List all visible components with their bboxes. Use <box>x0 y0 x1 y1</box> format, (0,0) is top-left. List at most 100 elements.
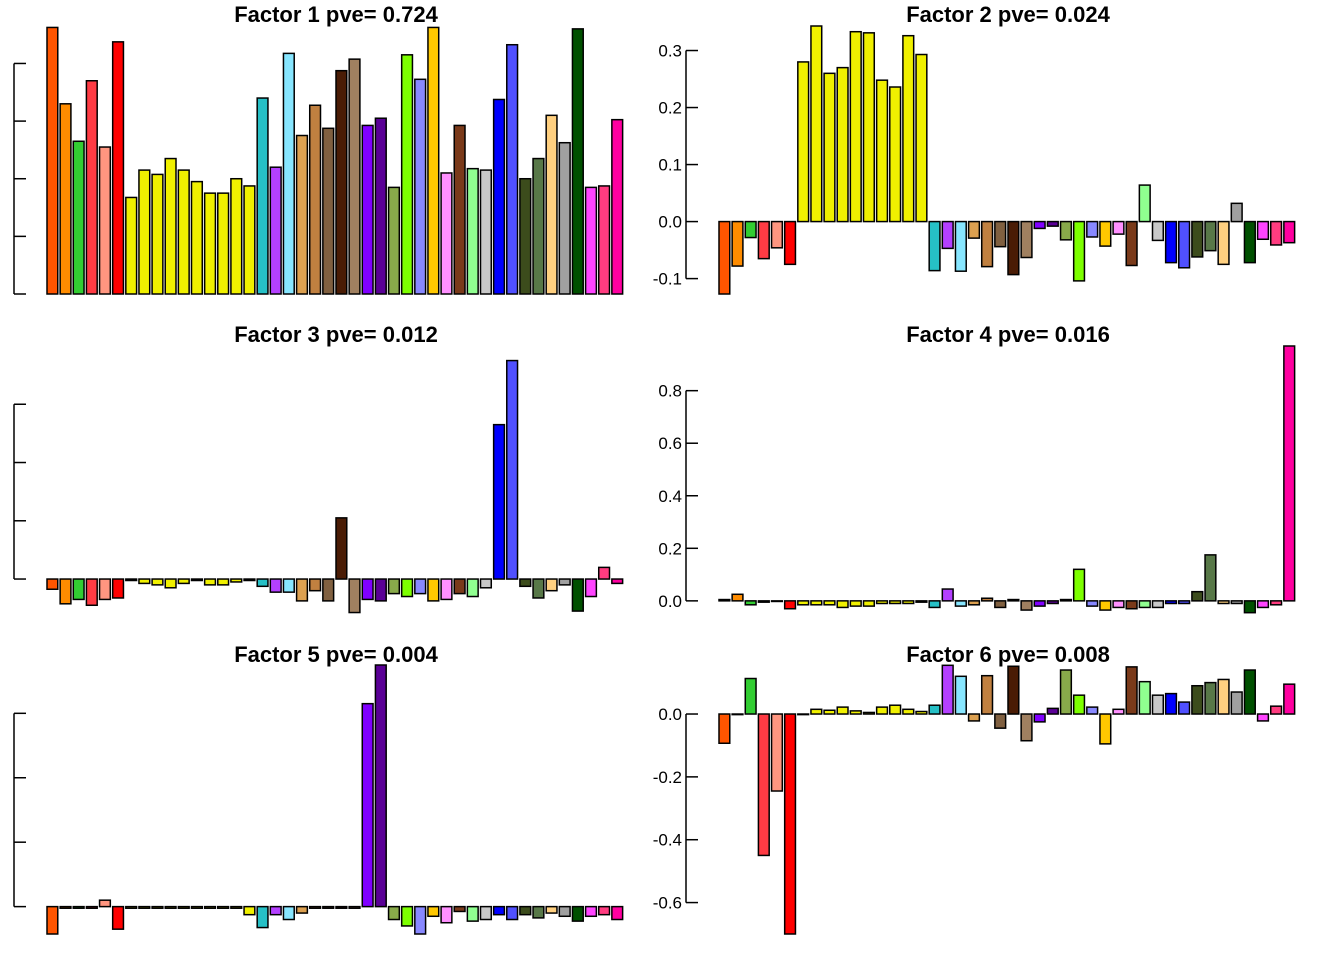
factor-6-bar-3 <box>744 677 757 715</box>
factor-2-bar-19 <box>954 220 967 272</box>
factor-2-bar-17 <box>928 220 941 272</box>
factor-6-bar-26 <box>1046 707 1059 715</box>
factor-2-bar-25 <box>1033 220 1046 230</box>
factor-4-bar-19 <box>954 600 967 607</box>
factor-2-y-tick-label: 0.3 <box>658 42 682 61</box>
factor-6-bar-20 <box>967 713 981 722</box>
factor-3-bar-21 <box>308 578 322 592</box>
factor-5-bar-11 <box>177 905 190 909</box>
factor-2-bar-9 <box>823 72 836 223</box>
factor-4-bar-29 <box>1086 600 1099 607</box>
factor-3-panel: Factor 3 pve= 0.012 <box>13 322 624 614</box>
factor-5-bar-26 <box>374 664 387 908</box>
factor-6-bar-31 <box>1112 708 1125 715</box>
factor-4-y-tick-label: 0.4 <box>658 487 682 506</box>
factor-5-bar-19 <box>282 905 295 921</box>
factor-6-bar-22 <box>994 713 1007 729</box>
factor-3-bar-3 <box>72 578 85 601</box>
factor-3-bar-34 <box>479 578 493 589</box>
factor-1-bar-31 <box>440 172 453 295</box>
factor-3-bar-23 <box>335 517 348 580</box>
factor-4-bar-13 <box>875 600 889 605</box>
factor-4-bar-4 <box>757 600 770 603</box>
factor-4-y-tick-label: 0.2 <box>658 539 682 558</box>
factor-5-bar-20 <box>295 905 309 914</box>
factor-3-bar-4 <box>85 578 98 607</box>
factor-1-bar-30 <box>427 26 440 295</box>
factor-1-bar-25 <box>361 124 374 295</box>
factor-5-panel: Factor 5 pve= 0.004 <box>13 642 624 935</box>
factor-6-bar-30 <box>1099 713 1112 745</box>
factor-1-title: Factor 1 pve= 0.724 <box>234 2 438 27</box>
factor-6-bar-9 <box>823 709 836 715</box>
factor-3-bar-28 <box>400 578 414 598</box>
factor-4-bar-3 <box>744 600 757 606</box>
factor-6-bar-43 <box>1269 705 1283 715</box>
factor-4-bar-28 <box>1072 568 1086 602</box>
factor-4-bar-1 <box>718 598 731 602</box>
factor-4-bar-11 <box>849 600 862 607</box>
factor-6-bar-1 <box>718 713 731 745</box>
factor-3-bar-27 <box>387 578 401 595</box>
factor-4-bar-36 <box>1178 600 1191 605</box>
factor-1-bar-39 <box>545 114 558 295</box>
factor-3-bar-31 <box>440 578 453 601</box>
factor-3-bar-12 <box>190 578 204 582</box>
factor-5-bar-37 <box>519 905 532 916</box>
factor-4-bar-2 <box>731 593 744 602</box>
factor-5-bar-36 <box>506 905 519 921</box>
factor-2-bar-18 <box>941 220 954 250</box>
factor-6-bar-15 <box>902 708 915 715</box>
factor-2-y-tick-label: 0.0 <box>658 213 682 232</box>
factor-1-bar-43 <box>597 185 611 295</box>
factor-1-bar-27 <box>387 186 401 295</box>
factor-4-bar-31 <box>1112 600 1125 609</box>
factor-6-bar-8 <box>810 708 823 715</box>
factor-2-bar-40 <box>1230 202 1243 223</box>
factor-2-bar-8 <box>810 25 823 223</box>
factor-5-bar-16 <box>243 905 256 916</box>
factor-4-title: Factor 4 pve= 0.016 <box>906 322 1110 347</box>
factor-5-bar-6 <box>111 905 125 930</box>
factor-3-bar-42 <box>584 578 598 598</box>
factor-6-bar-7 <box>797 713 810 716</box>
factor-4-bar-24 <box>1020 600 1033 611</box>
factor-4-bar-37 <box>1191 590 1204 602</box>
factor-6-bar-4 <box>757 713 770 857</box>
factor-1-bar-4 <box>85 80 98 295</box>
factor-4-panel: Factor 4 pve= 0.016 0.0 0.2 0.4 0.6 0.8 <box>658 322 1296 614</box>
factor-6-y-tick-label: -0.2 <box>653 768 682 787</box>
factor-6-bar-32 <box>1125 666 1138 715</box>
factor-6-bar-35 <box>1164 692 1178 715</box>
factor-1-bar-40 <box>558 141 571 295</box>
factor-4-bar-15 <box>902 600 915 605</box>
factor-5-bar-10 <box>164 905 177 909</box>
factor-3-title: Factor 3 pve= 0.012 <box>234 322 438 347</box>
factor-3-bar-44 <box>611 578 624 585</box>
factor-5-title: Factor 5 pve= 0.004 <box>234 642 438 667</box>
factor-4-bar-27 <box>1059 598 1073 602</box>
factor-2-bar-10 <box>836 66 849 223</box>
factor-1-bar-44 <box>611 118 624 295</box>
factor-4-bar-38 <box>1204 554 1217 602</box>
factor-6-bar-42 <box>1256 713 1270 722</box>
factor-3-bar-37 <box>519 578 532 588</box>
factor-2-bar-21 <box>980 220 994 268</box>
factor-2-bar-14 <box>889 86 902 223</box>
factor-2-bar-22 <box>994 220 1007 248</box>
factor-2-bar-6 <box>783 220 797 266</box>
factor-1-bar-32 <box>453 124 466 295</box>
factor-2-bar-41 <box>1243 220 1256 264</box>
factor-1-bar-2 <box>59 103 72 295</box>
factor-1-bar-17 <box>256 97 269 295</box>
factor-4-bar-6 <box>783 600 797 610</box>
factor-4-bar-34 <box>1151 600 1165 609</box>
factor-1-bar-20 <box>295 134 309 295</box>
factor-2-bar-12 <box>862 32 876 223</box>
factor-2-bar-44 <box>1283 220 1296 244</box>
factor-1-bar-3 <box>72 140 85 295</box>
factor-4-bar-21 <box>980 597 994 602</box>
factor-5-bar-1 <box>46 905 59 935</box>
factor-5-bar-13 <box>203 905 217 909</box>
factor-5-bar-28 <box>400 905 414 927</box>
